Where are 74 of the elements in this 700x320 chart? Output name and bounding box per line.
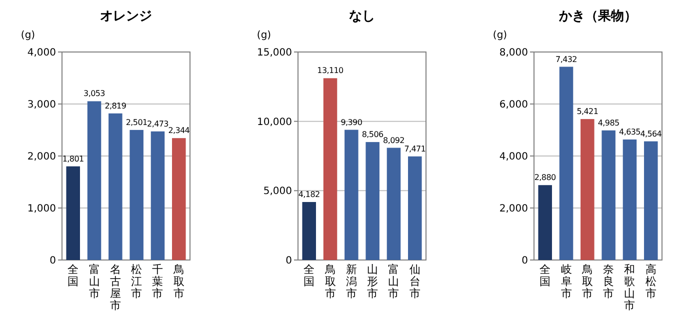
bar (559, 66, 574, 260)
x-tick-label: 鳥取市 (580, 263, 593, 300)
y-tick-label: 6,000 (499, 100, 528, 110)
data-label: 3,053 (84, 89, 106, 98)
x-tick-label: 富山市 (88, 263, 100, 300)
y-tick-label: 0 (50, 256, 56, 266)
y-tick-label: 0 (286, 256, 292, 266)
bar (366, 142, 380, 260)
data-label: 4,564 (640, 129, 662, 138)
x-tick-label: 新潟市 (346, 263, 357, 300)
y-tick-label: 2,000 (27, 152, 56, 162)
y-tick-label: 1,000 (27, 204, 56, 214)
x-tick-label: 全国 (540, 263, 551, 288)
bar (602, 130, 616, 260)
data-label: 2,344 (168, 126, 190, 136)
x-tick-label: 鳥取市 (172, 263, 184, 300)
x-tick-label: 富山市 (388, 263, 400, 300)
data-label: 4,985 (598, 118, 620, 128)
data-label: 2,473 (147, 119, 169, 128)
x-tick-label: 千葉市 (152, 263, 164, 300)
bar (66, 166, 80, 260)
x-tick-label: 全国 (68, 263, 79, 288)
x-tick-label: 仙台市 (409, 263, 420, 300)
bar (108, 113, 122, 260)
y-tick-label: 0 (522, 256, 528, 266)
data-label: 4,635 (619, 127, 641, 136)
data-label: 2,819 (104, 101, 126, 110)
x-tick-label: 奈良市 (603, 263, 614, 300)
data-label: 8,092 (383, 136, 405, 145)
y-tick-label: 15,000 (257, 48, 292, 58)
y-tick-label: 3,000 (27, 100, 56, 110)
data-label: 2,880 (534, 173, 556, 182)
y-tick-label: 4,000 (499, 152, 528, 162)
bar (644, 141, 658, 260)
data-label: 7,432 (556, 54, 578, 64)
x-tick-label: 山形市 (367, 263, 378, 300)
y-axis-title: (g) (20, 30, 36, 41)
bar (87, 101, 102, 260)
bar (622, 139, 637, 260)
data-label: 13,110 (317, 66, 344, 76)
x-tick-label: 名古屋市 (110, 263, 121, 312)
x-tick-label: 鳥取市 (324, 263, 336, 300)
data-label: 9,390 (340, 118, 362, 127)
y-axis-title: (g) (492, 30, 508, 41)
bar (344, 130, 358, 260)
bar (408, 156, 422, 260)
y-tick-label: 8,000 (499, 48, 528, 58)
bar (580, 119, 594, 260)
x-tick-label: 松江市 (131, 263, 142, 300)
y-tick-label: 5,000 (263, 186, 292, 198)
x-tick-label: 高松市 (645, 263, 656, 300)
y-tick-label: 10,000 (257, 116, 292, 128)
chart-title: なし (349, 9, 375, 24)
data-label: 2,501 (126, 118, 148, 127)
data-label: 4,182 (298, 190, 320, 200)
data-label: 5,421 (576, 107, 598, 116)
data-label: 1,801 (62, 154, 84, 164)
data-label: 7,471 (404, 144, 426, 154)
bar (150, 131, 165, 260)
y-tick-label: 4,000 (27, 48, 56, 58)
bar (538, 185, 552, 260)
chart-title: オレンジ (100, 9, 152, 24)
bar (323, 78, 338, 260)
data-label: 8,506 (362, 130, 384, 140)
bar (302, 202, 316, 260)
bar (386, 148, 401, 260)
y-tick-label: 2,000 (499, 204, 528, 214)
x-tick-label: 岐阜市 (560, 263, 572, 300)
x-tick-label: 和歌山市 (624, 263, 636, 312)
bar (130, 130, 144, 260)
bar (172, 138, 186, 260)
y-axis-title: (g) (256, 30, 272, 41)
chart-title: かき（果物） (558, 9, 637, 24)
x-tick-label: 全国 (304, 263, 315, 288)
